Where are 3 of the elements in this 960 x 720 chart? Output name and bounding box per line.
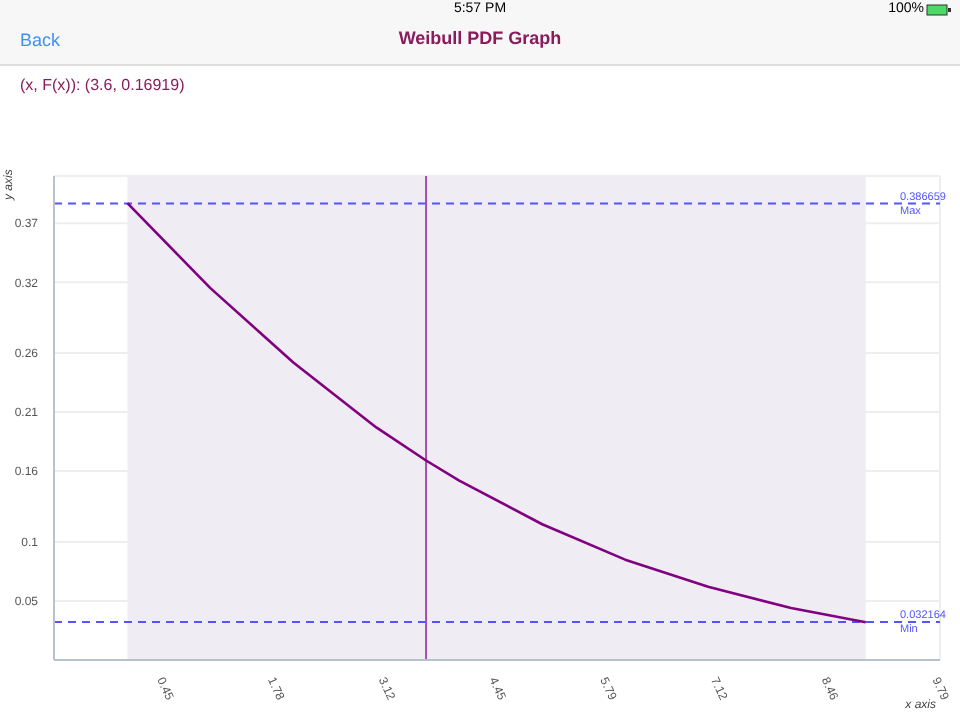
chart-subtitle: (x, F(x)): (3.6, 0.16919) <box>20 76 185 94</box>
text: Back <box>20 30 61 50</box>
chart-title: Weibull PDF Graph <box>398 28 562 48</box>
